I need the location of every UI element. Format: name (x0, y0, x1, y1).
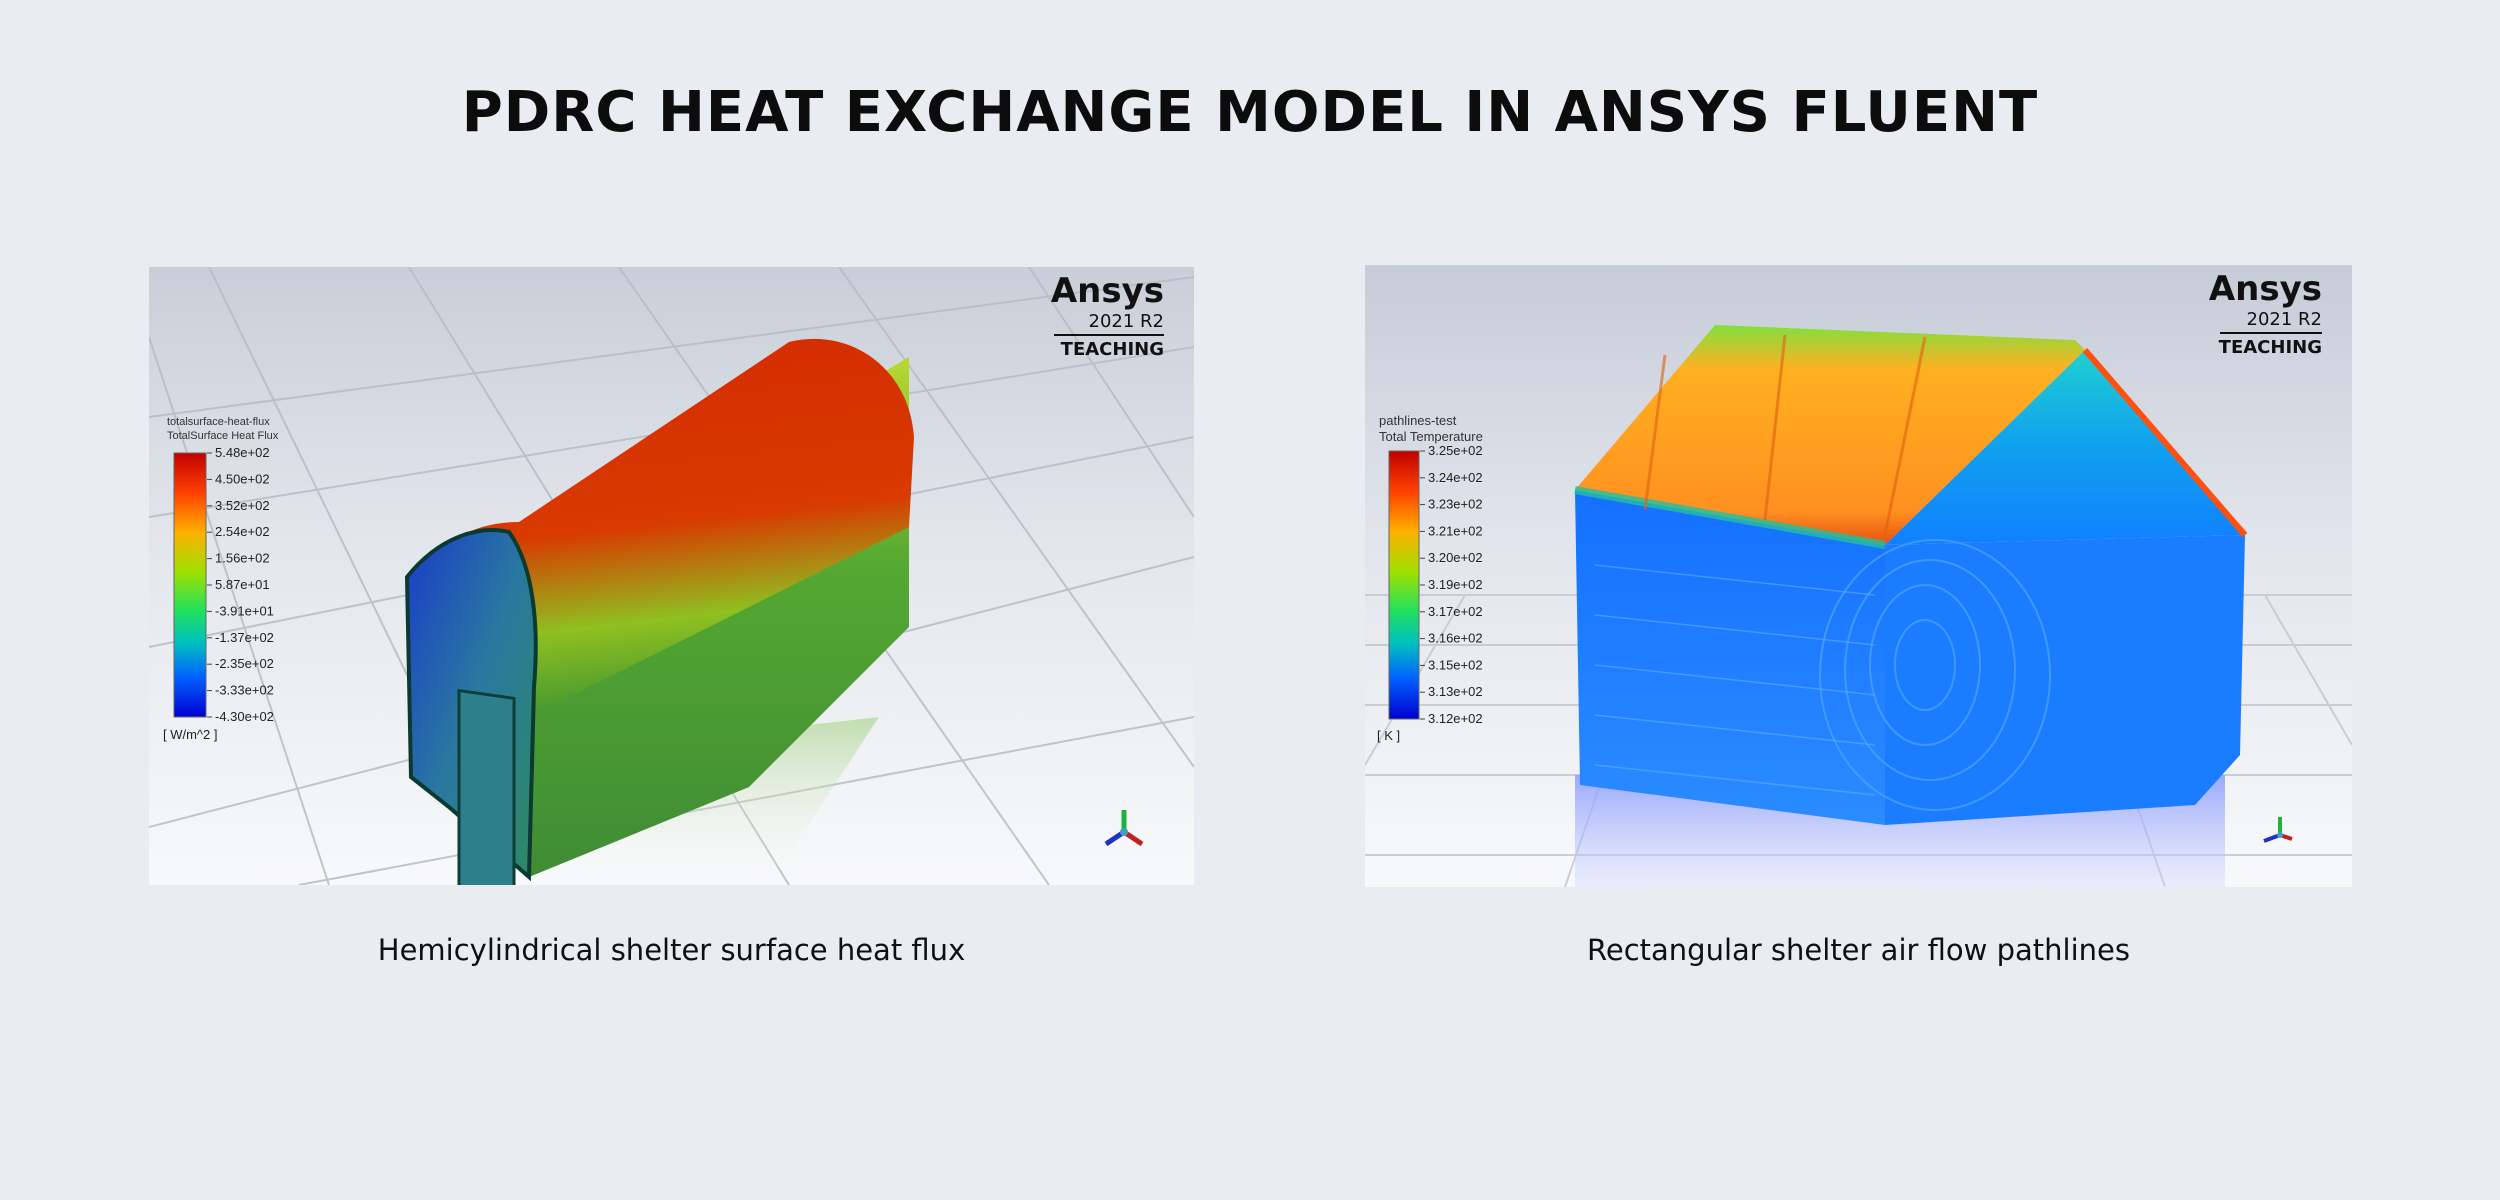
legend-tick-label: 3.19e+02 (1428, 577, 1483, 592)
legend-colorbar (1388, 450, 1420, 720)
brand-name: Ansys (2209, 269, 2322, 309)
pathlines-render: pathlines-test Total Temperature 3.25e+0… (1365, 265, 2352, 887)
legend-tick-labels: 5.48e+02 4.50e+02 3.52e+02 2.54e+02 1.56e+02… (207, 445, 274, 724)
legend-tick-label: 3.15e+02 (1428, 657, 1483, 672)
legend-tick-labels: 3.25e+02 3.24e+02 3.23e+02 3.21e+02 3.20e+02… (1420, 443, 1483, 726)
legend-tick-label: 4.50e+02 (215, 471, 270, 486)
legend-tick-label: 3.21e+02 (1428, 523, 1483, 538)
heat-flux-viewport[interactable]: totalsurface-heat-flux TotalSurface Heat… (149, 267, 1194, 885)
legend-tick-label: 5.87e+01 (215, 577, 270, 592)
legend-tick-label: 3.25e+02 (1428, 443, 1483, 458)
caption-pathlines: Rectangular shelter air flow pathlines (1587, 933, 2130, 967)
brand-edition: TEACHING (1061, 339, 1164, 360)
triad-axis-icon (1104, 810, 1144, 847)
legend-tick-label: -1.37e+02 (215, 630, 274, 645)
heat-flux-render: totalsurface-heat-flux TotalSurface Heat… (149, 267, 1194, 885)
page-title: PDRC HEAT EXCHANGE MODEL IN ANSYS FLUENT (461, 80, 2039, 145)
brand-name: Ansys (1051, 271, 1164, 311)
legend-tick-label: 3.17e+02 (1428, 604, 1483, 619)
pathlines-viewport[interactable]: pathlines-test Total Temperature 3.25e+0… (1365, 265, 2352, 887)
legend-tick-label: 3.20e+02 (1428, 550, 1483, 565)
legend-title-2: Total Temperature (1379, 429, 1483, 444)
legend-tick-label: 3.16e+02 (1428, 631, 1483, 646)
brand-edition: TEACHING (2219, 337, 2322, 358)
brand-version: 2021 R2 (2247, 309, 2323, 330)
legend-unit: [ K ] (1377, 728, 1400, 743)
brand-version: 2021 R2 (1089, 311, 1165, 332)
legend-tick-label: 2.54e+02 (215, 524, 270, 539)
caption-heat-flux: Hemicylindrical shelter surface heat flu… (377, 933, 966, 967)
legend-title-2: TotalSurface Heat Flux (167, 430, 279, 442)
legend-tick-label: 3.24e+02 (1428, 470, 1483, 485)
legend-title-1: totalsurface-heat-flux (167, 416, 270, 428)
triad-axis-icon (2263, 817, 2293, 843)
legend-tick-label: -3.91e+01 (215, 603, 274, 618)
legend-tick-label: 3.23e+02 (1428, 497, 1483, 512)
legend-tick-label: 3.12e+02 (1428, 711, 1483, 726)
legend-tick-label: 3.52e+02 (215, 498, 270, 513)
legend-tick-label: 5.48e+02 (215, 445, 270, 460)
legend-colorbar (173, 452, 207, 718)
legend-tick-label: -3.33e+02 (215, 683, 274, 698)
legend-tick-label: 3.13e+02 (1428, 684, 1483, 699)
legend-tick-label: -2.35e+02 (215, 656, 274, 671)
legend-unit: [ W/m^2 ] (163, 727, 218, 742)
legend-tick-label: -4.30e+02 (215, 709, 274, 724)
legend-title-1: pathlines-test (1379, 413, 1457, 428)
legend-tick-label: 1.56e+02 (215, 551, 270, 566)
